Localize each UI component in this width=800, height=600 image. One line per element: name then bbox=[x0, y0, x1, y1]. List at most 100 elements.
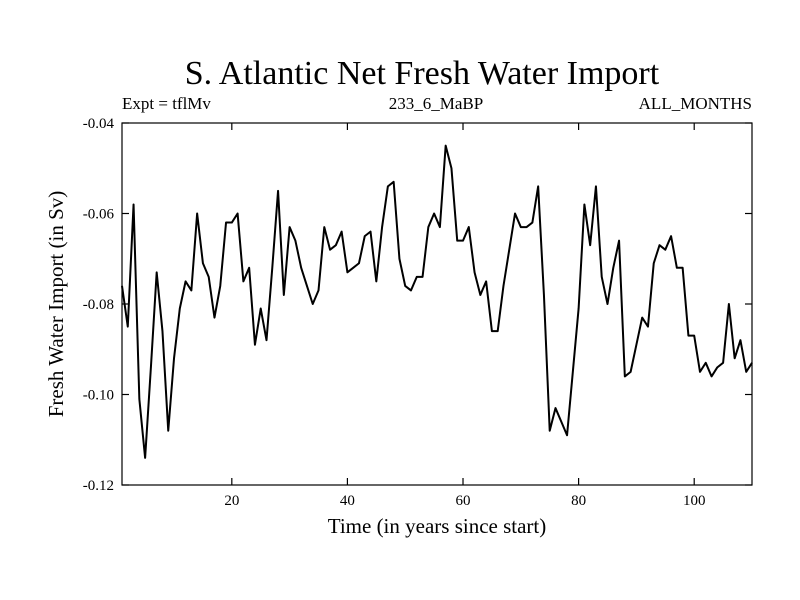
data-point bbox=[693, 335, 695, 337]
data-point bbox=[716, 366, 718, 368]
x-axis: 20 40 60 80 100 bbox=[224, 123, 705, 509]
data-point bbox=[641, 316, 643, 319]
data-point bbox=[300, 267, 302, 269]
data-point bbox=[456, 240, 458, 242]
data-point bbox=[254, 344, 256, 346]
data-point bbox=[190, 289, 192, 292]
data-point bbox=[358, 262, 360, 264]
data-point bbox=[468, 226, 470, 228]
data-point bbox=[196, 212, 198, 215]
data-point bbox=[699, 371, 701, 373]
series-line bbox=[121, 144, 753, 459]
data-point bbox=[289, 226, 291, 228]
data-point bbox=[127, 326, 129, 328]
data-point bbox=[705, 362, 707, 364]
data-point bbox=[387, 185, 389, 187]
data-point bbox=[433, 212, 435, 215]
data-point bbox=[329, 249, 331, 251]
data-point bbox=[421, 276, 424, 278]
data-point bbox=[283, 294, 285, 296]
data-point bbox=[260, 307, 262, 310]
data-point bbox=[578, 307, 580, 310]
data-point bbox=[312, 303, 314, 305]
data-point bbox=[670, 235, 672, 237]
data-point bbox=[583, 203, 585, 206]
data-point bbox=[728, 303, 730, 305]
x-tick-label: 20 bbox=[224, 493, 239, 509]
chart-title: S. Atlantic Net Fresh Water Import bbox=[185, 55, 660, 92]
x-tick-label: 80 bbox=[571, 493, 586, 509]
subtitle-experiment: Expt = tflMv bbox=[122, 94, 211, 113]
data-point bbox=[398, 258, 401, 260]
data-point bbox=[560, 421, 562, 423]
data-point bbox=[485, 280, 487, 282]
data-points bbox=[121, 145, 753, 459]
data-point bbox=[589, 244, 591, 246]
x-tick-label: 100 bbox=[683, 493, 706, 509]
data-point bbox=[121, 285, 123, 287]
data-point bbox=[335, 244, 337, 246]
data-point bbox=[265, 339, 268, 341]
data-point bbox=[213, 316, 216, 319]
data-point bbox=[352, 267, 354, 269]
x-axis-label: Time (in years since start) bbox=[328, 514, 547, 538]
data-point bbox=[531, 221, 533, 224]
y-tick-label: -0.06 bbox=[83, 207, 115, 223]
y-tick-label: -0.04 bbox=[83, 116, 115, 132]
data-point bbox=[572, 371, 574, 373]
x-tick-label: 40 bbox=[340, 493, 355, 509]
data-point bbox=[606, 303, 609, 305]
data-point bbox=[381, 226, 383, 228]
y-tick-label: -0.10 bbox=[83, 388, 114, 404]
data-point bbox=[658, 244, 661, 246]
data-point bbox=[439, 226, 441, 228]
data-point bbox=[236, 212, 239, 215]
data-point bbox=[543, 294, 545, 296]
data-point bbox=[393, 181, 395, 183]
data-point bbox=[306, 285, 308, 287]
data-point bbox=[219, 285, 221, 287]
data-point bbox=[161, 330, 164, 332]
data-point bbox=[491, 330, 493, 332]
data-point bbox=[346, 271, 349, 273]
data-point bbox=[520, 226, 522, 228]
data-point bbox=[664, 249, 666, 251]
data-point bbox=[751, 362, 753, 364]
y-tick-label: -0.08 bbox=[83, 297, 114, 313]
subtitle-months: ALL_MONTHS bbox=[639, 94, 752, 113]
data-point bbox=[277, 190, 279, 192]
data-point bbox=[508, 249, 510, 251]
data-point bbox=[497, 330, 499, 332]
data-point bbox=[150, 366, 152, 368]
y-axis-label: Fresh Water Import (in Sv) bbox=[44, 191, 68, 418]
data-point bbox=[416, 276, 418, 278]
data-point bbox=[179, 307, 181, 310]
data-point bbox=[167, 430, 169, 432]
data-point bbox=[601, 276, 603, 278]
y-tick-label: -0.12 bbox=[83, 478, 114, 494]
data-point bbox=[173, 357, 175, 359]
data-point bbox=[739, 339, 742, 341]
data-point bbox=[473, 271, 476, 273]
y-axis: -0.12 -0.10 -0.08 -0.06 -0.04 bbox=[83, 116, 752, 494]
data-point bbox=[537, 185, 539, 187]
data-point bbox=[618, 240, 620, 242]
data-point bbox=[450, 167, 453, 169]
data-point bbox=[404, 285, 406, 287]
data-point bbox=[549, 430, 551, 432]
data-point bbox=[682, 267, 684, 269]
data-point bbox=[184, 280, 187, 282]
data-point bbox=[271, 267, 273, 269]
data-point bbox=[138, 398, 140, 400]
data-point bbox=[745, 371, 747, 373]
data-point bbox=[323, 226, 325, 228]
data-point bbox=[445, 145, 447, 147]
data-point bbox=[554, 407, 557, 409]
data-point bbox=[156, 271, 158, 273]
data-point bbox=[734, 357, 736, 359]
data-point bbox=[514, 212, 516, 215]
data-point bbox=[653, 262, 655, 264]
data-point bbox=[502, 285, 505, 287]
data-point bbox=[525, 226, 528, 228]
